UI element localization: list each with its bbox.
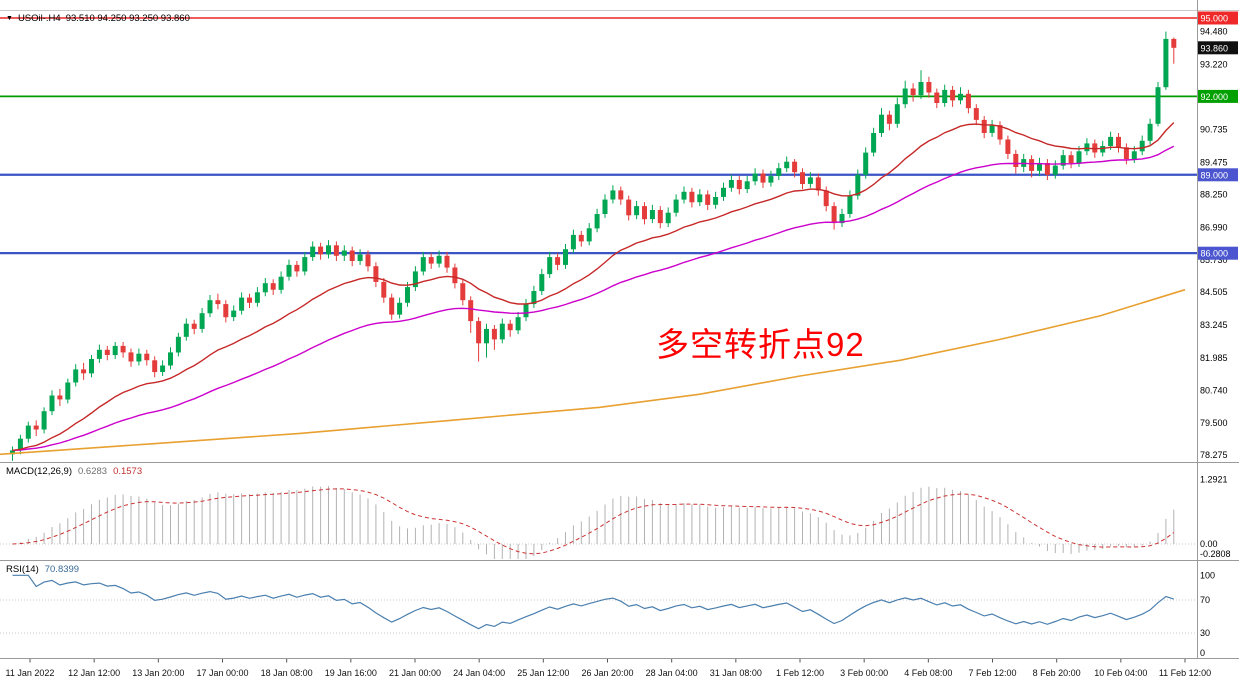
- price-badge-95.000: 95.000: [1198, 11, 1238, 25]
- ma-mid-line: [12, 145, 1175, 452]
- svg-text:11 Jan 2022: 11 Jan 2022: [6, 668, 55, 678]
- price-badge-86.000: 86.000: [1198, 246, 1238, 260]
- svg-text:17 Jan 00:00: 17 Jan 00:00: [196, 668, 248, 678]
- svg-text:92.000: 92.000: [1201, 92, 1229, 102]
- symbol-info: ▼ USOil-.H4 93.510 94.250 93.250 93.860: [6, 13, 190, 24]
- svg-text:89.475: 89.475: [1200, 157, 1228, 167]
- svg-text:80.740: 80.740: [1200, 386, 1228, 396]
- svg-text:90.735: 90.735: [1200, 124, 1228, 134]
- ma-fast-line: [12, 122, 1175, 452]
- macd-name: MACD(12,26,9): [6, 466, 72, 477]
- svg-text:86.990: 86.990: [1200, 222, 1228, 232]
- svg-text:78.275: 78.275: [1200, 450, 1228, 460]
- rsi-name: RSI(14): [6, 564, 39, 575]
- svg-text:12 Jan 12:00: 12 Jan 12:00: [68, 668, 120, 678]
- svg-text:83.245: 83.245: [1200, 320, 1228, 330]
- svg-text:70: 70: [1200, 595, 1210, 605]
- dropdown-triangle-icon[interactable]: ▼: [6, 15, 13, 22]
- chart-annotation-text[interactable]: 多空转折点92: [656, 326, 865, 363]
- svg-text:7 Feb 12:00: 7 Feb 12:00: [968, 668, 1016, 678]
- macd-axis[interactable]: 1.2921 0.00-0.2808: [1200, 474, 1231, 559]
- svg-text:4 Feb 08:00: 4 Feb 08:00: [904, 668, 952, 678]
- price-axis[interactable]: 94.480 93.220 90.735 89.475 88.250 86.990 85.7…: [1198, 11, 1238, 460]
- svg-text:86.000: 86.000: [1201, 249, 1229, 259]
- svg-text:94.480: 94.480: [1200, 27, 1228, 37]
- price-badge-92.000: 92.000: [1198, 89, 1238, 103]
- svg-text:-0.2808: -0.2808: [1200, 549, 1231, 559]
- rsi-line: [12, 574, 1174, 630]
- svg-text:79.500: 79.500: [1200, 418, 1228, 428]
- svg-text:0.00: 0.00: [1200, 539, 1218, 549]
- candles: [10, 31, 1177, 461]
- svg-text:88.250: 88.250: [1200, 189, 1228, 199]
- rsi-indicator-label: RSI(14) 70.8399: [6, 564, 79, 575]
- ma-slow-line: [0, 288, 1186, 456]
- svg-text:25 Jan 12:00: 25 Jan 12:00: [517, 668, 569, 678]
- macd-signal-line: [12, 488, 1175, 555]
- macd-signal-value: 0.1573: [113, 466, 143, 477]
- svg-text:84.505: 84.505: [1200, 287, 1228, 297]
- svg-text:11 Feb 12:00: 11 Feb 12:00: [1159, 668, 1211, 678]
- price-badge-89.000: 89.000: [1198, 168, 1238, 182]
- svg-text:1 Feb 12:00: 1 Feb 12:00: [776, 668, 824, 678]
- svg-text:85.730: 85.730: [1200, 255, 1228, 265]
- svg-text:95.000: 95.000: [1201, 14, 1229, 24]
- svg-text:30: 30: [1200, 628, 1210, 638]
- symbol-ohlc-values: 93.510 94.250 93.250 93.860: [65, 13, 190, 24]
- svg-text:81.985: 81.985: [1200, 353, 1228, 363]
- svg-text:21 Jan 00:00: 21 Jan 00:00: [389, 668, 441, 678]
- macd-indicator-label: MACD(12,26,9) 0.6283 0.1573: [6, 466, 142, 477]
- svg-text:1.2921: 1.2921: [1200, 474, 1228, 484]
- rsi-value: 70.8399: [44, 564, 80, 575]
- svg-text:89.000: 89.000: [1201, 170, 1229, 180]
- svg-text:93.220: 93.220: [1200, 60, 1228, 70]
- svg-text:24 Jan 04:00: 24 Jan 04:00: [453, 668, 505, 678]
- svg-text:8 Feb 20:00: 8 Feb 20:00: [1033, 668, 1081, 678]
- svg-text:28 Jan 04:00: 28 Jan 04:00: [646, 668, 698, 678]
- macd-histogram: [19, 486, 1175, 559]
- rsi-axis[interactable]: 100 70 30 0: [1200, 570, 1215, 658]
- time-axis[interactable]: 11 Jan 2022 12 Jan 12:00 13 Jan 20:00 17 Ja…: [6, 659, 1212, 678]
- svg-text:19 Jan 16:00: 19 Jan 16:00: [325, 668, 377, 678]
- svg-text:31 Jan 08:00: 31 Jan 08:00: [710, 668, 762, 678]
- svg-text:10 Feb 04:00: 10 Feb 04:00: [1094, 668, 1147, 678]
- svg-text:3 Feb 00:00: 3 Feb 00:00: [840, 668, 888, 678]
- symbol-name: USOil-.H4: [17, 13, 61, 24]
- svg-text:13 Jan 20:00: 13 Jan 20:00: [132, 668, 184, 678]
- price-badge-93.860: 93.860: [1198, 41, 1238, 55]
- svg-text:26 Jan 20:00: 26 Jan 20:00: [581, 668, 633, 678]
- macd-main-value: 0.6283: [78, 466, 108, 477]
- svg-text:93.860: 93.860: [1201, 43, 1229, 53]
- svg-text:0: 0: [1200, 648, 1205, 658]
- svg-text:18 Jan 08:00: 18 Jan 08:00: [261, 668, 313, 678]
- svg-text:100: 100: [1200, 570, 1215, 580]
